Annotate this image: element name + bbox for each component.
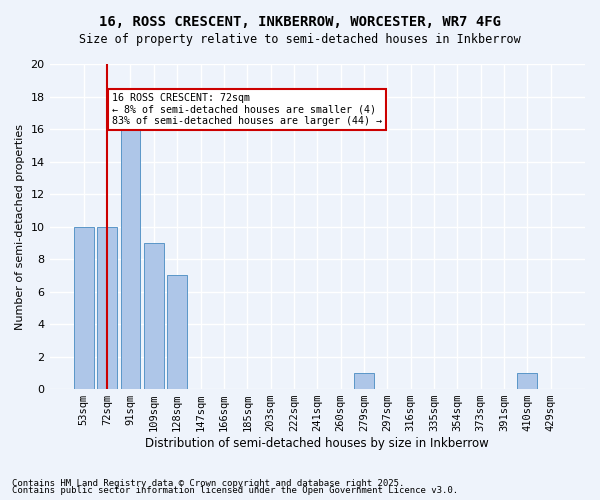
Text: 16 ROSS CRESCENT: 72sqm
← 8% of semi-detached houses are smaller (4)
83% of semi: 16 ROSS CRESCENT: 72sqm ← 8% of semi-det… <box>112 94 382 126</box>
Text: Size of property relative to semi-detached houses in Inkberrow: Size of property relative to semi-detach… <box>79 32 521 46</box>
Y-axis label: Number of semi-detached properties: Number of semi-detached properties <box>15 124 25 330</box>
Text: Contains HM Land Registry data © Crown copyright and database right 2025.: Contains HM Land Registry data © Crown c… <box>12 478 404 488</box>
Bar <box>354 373 374 389</box>
Bar <box>121 129 140 389</box>
Text: Contains public sector information licensed under the Open Government Licence v3: Contains public sector information licen… <box>12 486 458 495</box>
Bar <box>517 373 538 389</box>
X-axis label: Distribution of semi-detached houses by size in Inkberrow: Distribution of semi-detached houses by … <box>145 437 489 450</box>
Bar <box>97 226 117 389</box>
Text: 16, ROSS CRESCENT, INKBERROW, WORCESTER, WR7 4FG: 16, ROSS CRESCENT, INKBERROW, WORCESTER,… <box>99 15 501 29</box>
Bar <box>144 243 164 389</box>
Bar <box>74 226 94 389</box>
Bar <box>167 276 187 389</box>
